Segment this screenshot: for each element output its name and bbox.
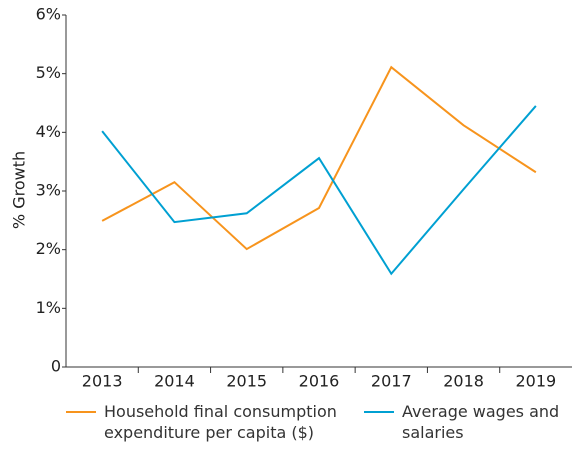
legend-swatch [66, 411, 96, 413]
y-tick-label: 1% [36, 298, 61, 317]
y-axis-label: % Growth [10, 151, 29, 229]
y-tick-label: 6% [36, 5, 61, 24]
legend-swatch [364, 411, 394, 413]
legend-item: Average wages and salaries [364, 401, 572, 443]
legend-label: Household final consumption expenditure … [104, 402, 337, 442]
y-tick-label: 0 [51, 357, 61, 376]
x-tick-label: 2014 [154, 372, 195, 391]
x-tick-label: 2019 [515, 372, 556, 391]
legend-item: Household final consumption expenditure … [66, 401, 354, 443]
x-tick-label: 2017 [371, 372, 412, 391]
chart: % Growth 0 1% 2% 3% 4% 5% 6% 2013 2014 2015 2016 20… [10, 5, 572, 391]
x-tick-label: 2018 [443, 372, 484, 391]
y-tick-label: 2% [36, 239, 61, 258]
y-tick-label: 3% [36, 181, 61, 200]
legend-label: Average wages and salaries [402, 402, 560, 442]
line-series [101, 65, 537, 251]
y-tick-label: 4% [36, 122, 61, 141]
line-series [101, 105, 537, 276]
x-tick-label: 2015 [226, 372, 267, 391]
y-tick-label: 5% [36, 63, 61, 82]
x-tick-label: 2016 [299, 372, 340, 391]
x-tick-label: 2013 [82, 372, 123, 391]
